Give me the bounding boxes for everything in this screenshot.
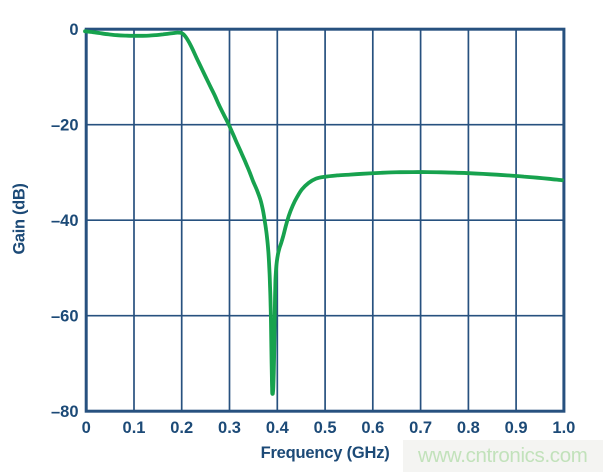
svg-text:0: 0 bbox=[82, 419, 91, 437]
svg-text:–40: –40 bbox=[51, 212, 79, 230]
svg-text:www.cntronics.com: www.cntronics.com bbox=[417, 444, 587, 467]
svg-text:Gain (dB): Gain (dB) bbox=[11, 183, 29, 254]
svg-text:0: 0 bbox=[69, 21, 78, 39]
svg-text:0.7: 0.7 bbox=[409, 419, 432, 437]
svg-text:0.9: 0.9 bbox=[505, 419, 528, 437]
svg-text:–20: –20 bbox=[51, 117, 79, 135]
svg-text:–80: –80 bbox=[51, 403, 79, 421]
svg-text:0.8: 0.8 bbox=[457, 419, 480, 437]
svg-text:Frequency (GHz): Frequency (GHz) bbox=[261, 444, 390, 462]
svg-text:0.1: 0.1 bbox=[123, 419, 146, 437]
svg-text:0.5: 0.5 bbox=[314, 419, 337, 437]
svg-text:1.0: 1.0 bbox=[552, 419, 575, 437]
svg-text:0.4: 0.4 bbox=[266, 419, 290, 437]
svg-text:0.3: 0.3 bbox=[218, 419, 241, 437]
svg-text:0.2: 0.2 bbox=[170, 419, 193, 437]
svg-text:–60: –60 bbox=[51, 308, 79, 326]
svg-text:0.6: 0.6 bbox=[361, 419, 384, 437]
